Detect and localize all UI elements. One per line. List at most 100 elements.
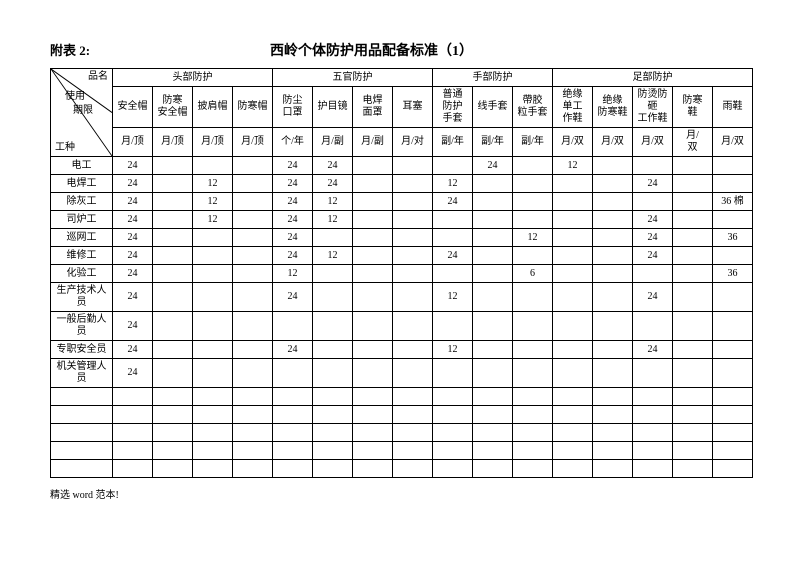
row-label: 化验工 xyxy=(51,265,113,283)
diag-top: 品名 xyxy=(88,71,108,83)
cell xyxy=(193,406,233,424)
cell xyxy=(673,442,713,460)
cell: 12 xyxy=(433,175,473,193)
group-head: 五官防护 xyxy=(273,69,433,87)
group-head: 头部防护 xyxy=(113,69,273,87)
cell: 24 xyxy=(313,175,353,193)
cell xyxy=(633,157,673,175)
cell xyxy=(113,442,153,460)
cell: 24 xyxy=(433,247,473,265)
cell: 24 xyxy=(633,211,673,229)
cell xyxy=(433,229,473,247)
cell xyxy=(273,312,313,341)
cell: 24 xyxy=(113,211,153,229)
column-header: 普通 防护 手套 xyxy=(433,87,473,128)
cell xyxy=(473,229,513,247)
unit-header: 月/顶 xyxy=(233,128,273,157)
cell xyxy=(393,341,433,359)
cell: 12 xyxy=(193,211,233,229)
cell: 24 xyxy=(113,312,153,341)
cell xyxy=(553,388,593,406)
cell xyxy=(713,211,753,229)
row-label xyxy=(51,388,113,406)
cell xyxy=(393,211,433,229)
cell xyxy=(593,193,633,211)
footer-text: 精选 word 范本! xyxy=(50,486,750,501)
cell xyxy=(713,175,753,193)
cell: 12 xyxy=(193,175,233,193)
cell xyxy=(313,359,353,388)
cell xyxy=(713,157,753,175)
cell xyxy=(473,175,513,193)
cell xyxy=(153,424,193,442)
cell xyxy=(713,424,753,442)
cell xyxy=(593,424,633,442)
cell xyxy=(193,312,233,341)
row-label xyxy=(51,442,113,460)
cell xyxy=(593,359,633,388)
cell xyxy=(593,341,633,359)
cell: 24 xyxy=(273,211,313,229)
column-header: 绝缘 单工 作鞋 xyxy=(553,87,593,128)
cell xyxy=(633,460,673,478)
cell xyxy=(633,406,673,424)
table-row: 电工2424242412 xyxy=(51,157,753,175)
cell xyxy=(313,341,353,359)
cell xyxy=(553,211,593,229)
cell xyxy=(153,265,193,283)
column-header: 安全帽 xyxy=(113,87,153,128)
cell xyxy=(353,265,393,283)
row-label: 一般后勤人员 xyxy=(51,312,113,341)
cell xyxy=(153,388,193,406)
column-header: 披肩帽 xyxy=(193,87,233,128)
cell xyxy=(113,424,153,442)
cell xyxy=(713,442,753,460)
cell xyxy=(273,406,313,424)
diagonal-header: 品名 使用 期限 工种 xyxy=(51,69,113,157)
cell xyxy=(153,175,193,193)
cell: 12 xyxy=(193,193,233,211)
cell xyxy=(273,424,313,442)
cell xyxy=(393,193,433,211)
cell xyxy=(353,175,393,193)
cell: 24 xyxy=(113,283,153,312)
cell xyxy=(593,283,633,312)
cell: 36 棉 xyxy=(713,193,753,211)
cell xyxy=(473,211,513,229)
cell xyxy=(473,265,513,283)
unit-header: 月/副 xyxy=(313,128,353,157)
cell xyxy=(153,211,193,229)
cell xyxy=(473,406,513,424)
cell xyxy=(353,157,393,175)
cell xyxy=(553,359,593,388)
cell: 12 xyxy=(313,211,353,229)
cell xyxy=(313,283,353,312)
cell xyxy=(553,424,593,442)
cell xyxy=(673,341,713,359)
cell xyxy=(233,265,273,283)
cell xyxy=(153,341,193,359)
cell xyxy=(553,229,593,247)
cell xyxy=(313,406,353,424)
unit-header: 月/双 xyxy=(633,128,673,157)
cell: 36 xyxy=(713,265,753,283)
cell xyxy=(593,175,633,193)
row-label xyxy=(51,460,113,478)
cell xyxy=(353,312,393,341)
cell xyxy=(473,460,513,478)
cell xyxy=(193,460,233,478)
cell xyxy=(673,193,713,211)
table-row: 电焊工241224241224 xyxy=(51,175,753,193)
table-row: 化验工2412636 xyxy=(51,265,753,283)
cell xyxy=(353,247,393,265)
cell xyxy=(393,265,433,283)
cell xyxy=(353,359,393,388)
cell: 24 xyxy=(633,283,673,312)
cell xyxy=(393,388,433,406)
cell xyxy=(713,388,753,406)
cell xyxy=(233,359,273,388)
cell xyxy=(433,265,473,283)
table-row: 除灰工241224122436 棉 xyxy=(51,193,753,211)
unit-header: 月/副 xyxy=(353,128,393,157)
cell xyxy=(193,341,233,359)
